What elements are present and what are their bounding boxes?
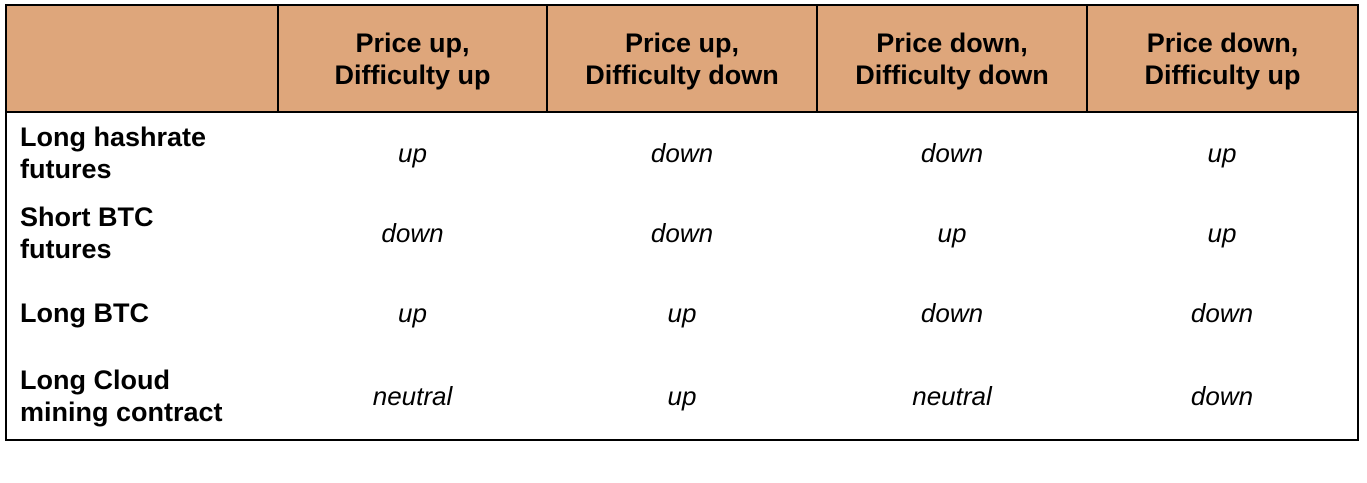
table-cell: down (381, 217, 444, 248)
row-label-line: futures (20, 154, 112, 184)
column-header-price-down-difficulty-up: Price down, Difficulty up (1086, 4, 1359, 113)
table-cell: down (920, 297, 984, 328)
column-header-line: Difficulty down (585, 59, 779, 90)
column-header-price-up-difficulty-down: Price up, Difficulty down (546, 4, 818, 113)
row-label-line: mining contract (20, 397, 223, 427)
table-cell: neutral (817, 353, 1087, 441)
column-header-line: Price up, (624, 27, 740, 58)
column-header-price-down-difficulty-down: Price down, Difficulty down (816, 4, 1088, 113)
row-label-line: futures (20, 234, 112, 264)
column-header-line: Difficulty up (334, 59, 491, 90)
table-cell: down (650, 217, 714, 248)
table-cell: up (547, 353, 817, 441)
table-cell: up (278, 111, 547, 193)
row-label-line: Long Cloud (20, 365, 170, 395)
row-label: Long BTC (5, 273, 278, 353)
scenario-table: Price up, Difficulty up Price up, Diffic… (5, 4, 1359, 441)
column-header-line: Price down, (876, 27, 1028, 58)
column-header-line: Difficulty down (855, 59, 1049, 90)
row-label: Long hashrate futures (5, 111, 278, 193)
header-row: Price up, Difficulty up Price up, Diffic… (5, 4, 1359, 113)
table-cell: up (937, 217, 967, 248)
table-cell: up (667, 297, 697, 328)
row-label: Short BTC futures (5, 193, 278, 273)
table-row-long-btc: Long BTC up up down down (5, 273, 1359, 353)
table-cell: down (1087, 353, 1359, 441)
table-row-short-btc-futures: Short BTC futures down down up up (5, 193, 1359, 273)
column-header-line: Price up, (355, 27, 470, 58)
column-header-line: Difficulty up (1144, 59, 1301, 90)
row-label: Long Cloud mining contract (5, 353, 278, 441)
row-label-line: Short BTC (20, 202, 154, 232)
table-row-long-cloud-mining-contract: Long Cloud mining contract neutral up ne… (5, 353, 1359, 441)
column-header-price-up-difficulty-up: Price up, Difficulty up (277, 4, 548, 113)
table-cell: up (398, 297, 427, 328)
table-cell: neutral (278, 353, 547, 441)
table-cell: up (1087, 193, 1359, 273)
table-cell: up (1087, 111, 1359, 193)
table-row-long-hashrate-futures: Long hashrate futures up down down up (5, 111, 1359, 193)
row-label-line: Long BTC (20, 298, 149, 328)
table-cell: down (547, 111, 817, 193)
table-cell: down (817, 111, 1087, 193)
column-header-line: Price down, (1146, 27, 1299, 58)
corner-header-cell (5, 4, 279, 113)
table-cell: down (1087, 273, 1359, 353)
row-label-line: Long hashrate (20, 122, 207, 152)
